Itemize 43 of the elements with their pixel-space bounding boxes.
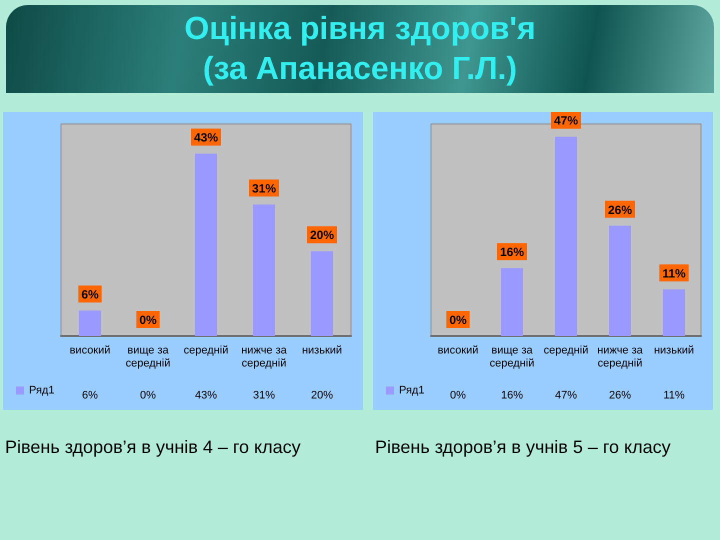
text: 16% [500,245,524,260]
text: 43% [194,130,218,145]
data-label: 47% [554,390,578,402]
text: 26% [608,202,632,217]
data-label: 11% [663,390,685,402]
text: 31% [252,182,276,196]
x-tick-label: низький [654,344,694,356]
text: 0% [449,313,467,327]
bar [609,226,631,336]
x-tick-label: вище за середній [126,344,170,370]
data-label: 0% [450,390,466,402]
chart-title: Оцінка рівня здоров'я (за Апанасенко Г.Л.) [183,9,537,88]
data-label: 20% [310,390,334,402]
text: Рівень здоров’я в учнів 5 – го класу [375,437,671,458]
data-label: 26% [608,390,632,402]
x-tick-label: високий [70,344,110,356]
legend-label: Ряд1 [399,384,424,396]
legend-label: Ряд1 [29,384,54,396]
data-label: 0% [140,390,156,402]
bar [195,154,217,336]
bar [663,289,685,336]
text: Рівень здоров’я в учнів 4 – го класу [5,437,301,458]
text: 6% [81,288,99,302]
x-tick-label: високий [438,344,478,356]
text: 11% [662,266,686,280]
data-label: 16% [500,390,524,402]
x-tick-label: вище за середній [490,344,534,370]
data-label: 31% [252,390,276,402]
bar [311,251,333,336]
x-tick-label: нижче за середній [241,344,288,370]
bar [79,310,101,336]
data-label: 6% [82,390,98,402]
x-tick-label: нижче за середній [597,344,644,370]
text: 0% [139,313,157,327]
x-tick-label: середній [544,344,588,356]
bar [555,136,577,336]
x-tick-label: середній [184,344,228,356]
bar [501,268,523,336]
text: 20% [310,228,334,242]
bar [253,204,275,336]
data-label: 43% [194,390,218,402]
text: 47% [554,114,578,128]
x-tick-label: низький [302,344,342,356]
